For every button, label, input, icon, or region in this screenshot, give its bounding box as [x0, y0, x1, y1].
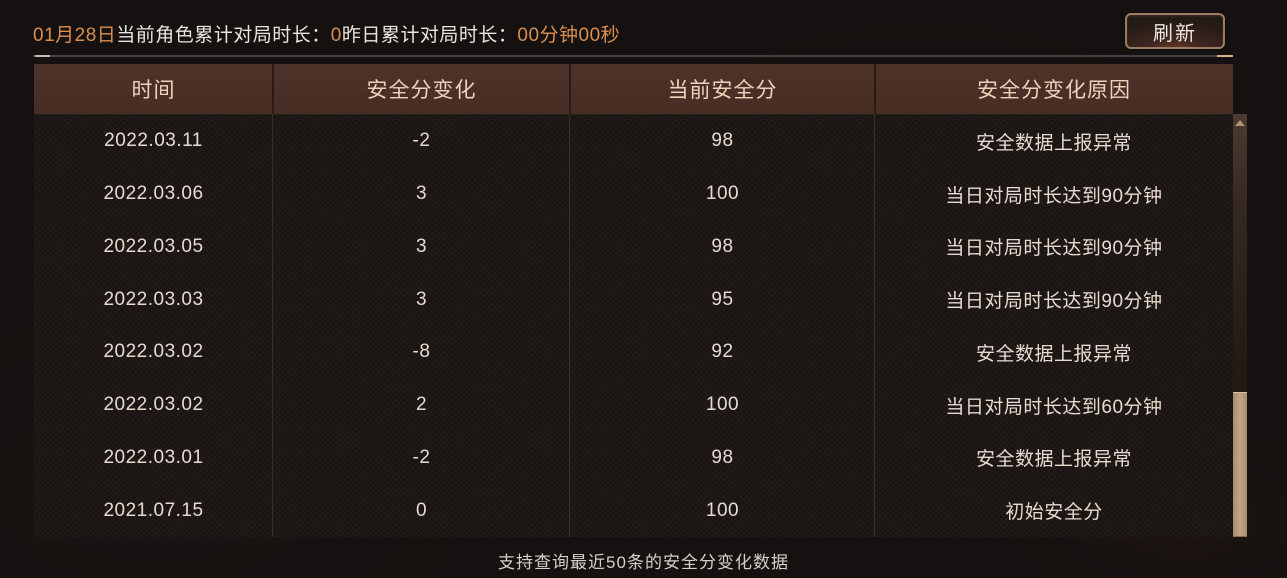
table-row: 2022.03.11 -2 98 安全数据上报异常 [34, 115, 1233, 168]
cell-current-score: 95 [711, 288, 734, 310]
cell-time: 2022.03.05 [103, 235, 204, 257]
divider-dash-right [1217, 55, 1233, 57]
cell-score-change: -8 [412, 341, 431, 363]
footer-note: 支持查询最近50条的安全分变化数据 [498, 553, 789, 572]
cell-change-reason: 当日对局时长达到90分钟 [945, 185, 1163, 207]
divider-dash-left [35, 55, 50, 57]
topbar-divider [33, 55, 1233, 57]
today-playtime-value: 0 [330, 25, 342, 46]
security-score-table: 时间 安全分变化 当前安全分 安全分变化原因 2022.03.11 -2 98 … [34, 64, 1247, 537]
table-row: 2022.03.06 3 100 当日对局时长达到90分钟 [34, 168, 1233, 221]
cell-current-score: 100 [705, 499, 740, 521]
cell-time: 2021.07.15 [103, 499, 204, 521]
cell-time: 2022.03.01 [103, 446, 204, 468]
cell-time: 2022.03.02 [103, 394, 204, 416]
body-column-divider [569, 114, 570, 537]
header-column-divider [569, 64, 571, 114]
cell-change-reason: 当日对局时长达到90分钟 [945, 291, 1163, 313]
cell-time: 2022.03.02 [103, 341, 204, 363]
header-column-divider [272, 64, 274, 114]
body-column-divider [874, 114, 875, 537]
cell-current-score: 98 [711, 235, 734, 257]
header-column-divider [874, 64, 876, 114]
header-time: 时间 [131, 79, 176, 102]
cell-change-reason: 当日对局时长达到60分钟 [945, 396, 1163, 418]
cell-score-change: 3 [415, 288, 428, 310]
scroll-up-button[interactable] [1233, 114, 1247, 132]
header-current-score: 当前安全分 [667, 79, 778, 102]
cell-score-change: 2 [415, 394, 428, 416]
body-column-divider [272, 114, 273, 537]
cell-score-change: 0 [415, 499, 428, 521]
cell-current-score: 98 [711, 446, 734, 468]
yesterday-playtime-label: 昨日累计对局时长： [341, 25, 518, 46]
cell-change-reason: 安全数据上报异常 [975, 343, 1132, 365]
cell-change-reason: 当日对局时长达到90分钟 [945, 238, 1163, 260]
cell-time: 2022.03.03 [103, 288, 204, 310]
cell-score-change: -2 [412, 130, 431, 152]
cell-current-score: 100 [705, 183, 740, 205]
playtime-summary: 01月28日当前角色累计对局时长：0昨日累计对局时长：00分钟00秒 [33, 20, 620, 47]
cell-current-score: 92 [711, 341, 734, 363]
table-header: 时间 安全分变化 当前安全分 安全分变化原因 [34, 64, 1233, 114]
yesterday-playtime-value: 00分钟00秒 [517, 25, 621, 46]
table-row: 2022.03.01 -2 98 安全数据上报异常 [34, 432, 1233, 485]
scroll-up-icon [1235, 120, 1245, 126]
table-row: 2022.03.05 3 98 当日对局时长达到90分钟 [34, 221, 1233, 274]
cell-current-score: 100 [705, 394, 740, 416]
today-playtime-label: 当前角色累计对局时长： [116, 25, 331, 46]
cell-current-score: 98 [711, 130, 734, 152]
header-score-change: 安全分变化 [366, 79, 477, 102]
table-body: 2022.03.11 -2 98 安全数据上报异常 2022.03.06 3 1… [34, 114, 1233, 537]
table-row: 2022.03.02 -8 92 安全数据上报异常 [34, 326, 1233, 379]
refresh-button[interactable]: 刷新 [1125, 13, 1225, 49]
cell-score-change: -2 [412, 446, 431, 468]
table-row: 2022.03.03 3 95 当日对局时长达到90分钟 [34, 273, 1233, 326]
cell-time: 2022.03.06 [103, 183, 204, 205]
cell-time: 2022.03.11 [104, 130, 203, 152]
scrollbar-thumb[interactable] [1233, 392, 1247, 537]
scrollbar-track[interactable] [1233, 114, 1247, 537]
cell-score-change: 3 [415, 183, 428, 205]
summary-date: 01月28日 [33, 25, 117, 46]
header-change-reason: 安全分变化原因 [977, 79, 1131, 102]
cell-change-reason: 初始安全分 [1005, 502, 1103, 524]
table-row: 2021.07.15 0 100 初始安全分 [34, 484, 1233, 537]
cell-change-reason: 安全数据上报异常 [975, 132, 1132, 154]
cell-score-change: 3 [415, 235, 428, 257]
cell-change-reason: 安全数据上报异常 [975, 449, 1132, 471]
table-row: 2022.03.02 2 100 当日对局时长达到60分钟 [34, 379, 1233, 432]
